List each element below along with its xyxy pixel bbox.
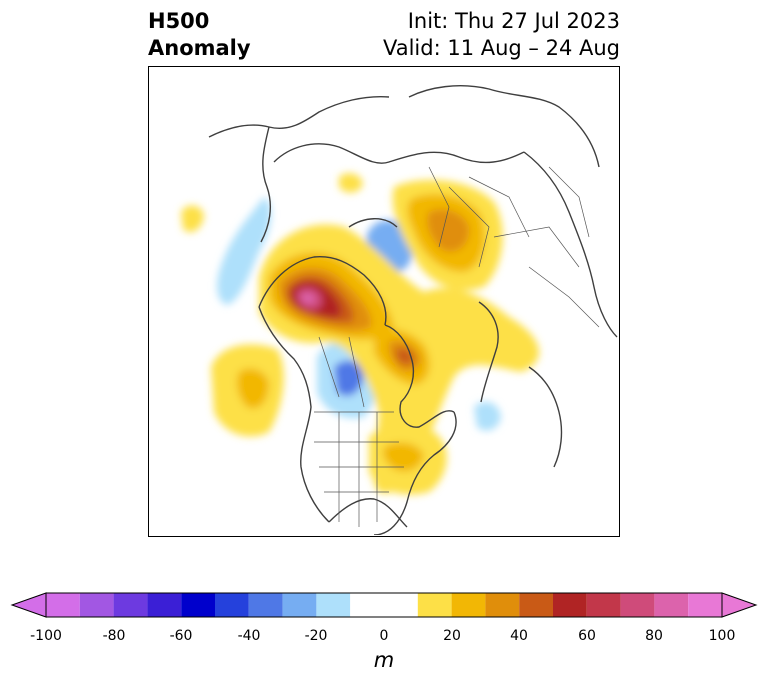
negative-anomaly-atlantic — [474, 401, 501, 431]
colorbar-tick-2: -60 — [169, 628, 193, 644]
title-variable: H500 — [148, 9, 210, 33]
title-field: Anomaly — [148, 36, 251, 60]
positive-anomaly-us-east-core — [383, 442, 424, 472]
colorbar-bin — [215, 593, 249, 617]
colorbar-bin — [350, 593, 418, 617]
positive-anomaly-alaska-peak — [301, 292, 315, 304]
negative-anomaly-pacific — [217, 197, 271, 305]
colorbar-bin — [417, 593, 452, 617]
colorbar-bin — [620, 593, 655, 617]
colorbar-bin — [519, 593, 553, 617]
colorbar-tick-5: 0 — [379, 628, 389, 644]
colorbar-bin — [451, 593, 486, 617]
colorbar-tick-6: 20 — [443, 628, 461, 644]
colorbar-extend-low — [10, 592, 47, 618]
positive-anomaly-east-europe-core — [427, 209, 470, 252]
title-left: H500 Anomaly — [148, 8, 251, 62]
colorbar-tick-7: 40 — [510, 628, 528, 644]
valid-range: Valid: 11 Aug – 24 Aug — [382, 36, 620, 60]
colorbar-bin — [586, 593, 621, 617]
colorbar-bin — [688, 593, 722, 617]
coastlines — [208, 85, 618, 535]
map-canvas — [181, 85, 618, 535]
colorbar-bin — [147, 593, 182, 617]
political-borders — [314, 166, 600, 527]
anomaly-map — [148, 66, 620, 537]
colorbar-tick-10: 100 — [708, 628, 736, 644]
colorbar-tick-1: -80 — [102, 628, 126, 644]
negative-anomaly-canada-core — [334, 360, 364, 396]
colorbar-tick-0: -100 — [30, 628, 62, 644]
colorbar-tick-8: 60 — [578, 628, 596, 644]
colorbar-bin — [485, 593, 520, 617]
colorbar-outline — [45, 592, 723, 618]
anomaly-field — [181, 173, 540, 495]
colorbar-bin — [181, 593, 215, 617]
colorbar-unit: m — [373, 648, 395, 672]
colorbar-bin — [79, 593, 114, 617]
colorbar-bin — [113, 593, 148, 617]
colorbar-bin — [282, 593, 317, 617]
colorbar-extend-high — [721, 592, 758, 618]
colorbar — [10, 592, 758, 618]
colorbar-bin — [46, 593, 80, 617]
colorbar-tick-9: 80 — [645, 628, 663, 644]
positive-anomaly-small-2 — [339, 173, 363, 193]
colorbar-bin — [316, 593, 351, 617]
positive-anomaly-west-core — [237, 368, 269, 409]
colorbar-tick-3: -40 — [237, 628, 261, 644]
colorbar-bin — [248, 593, 283, 617]
colorbar-bin — [553, 593, 587, 617]
title-right: Init: Thu 27 Jul 2023 Valid: 11 Aug – 24… — [383, 8, 620, 62]
colorbar-tick-4: -20 — [304, 628, 328, 644]
colorbar-bin — [654, 593, 689, 617]
positive-anomaly-small-1 — [181, 205, 204, 233]
init-time: Init: Thu 27 Jul 2023 — [407, 9, 620, 33]
